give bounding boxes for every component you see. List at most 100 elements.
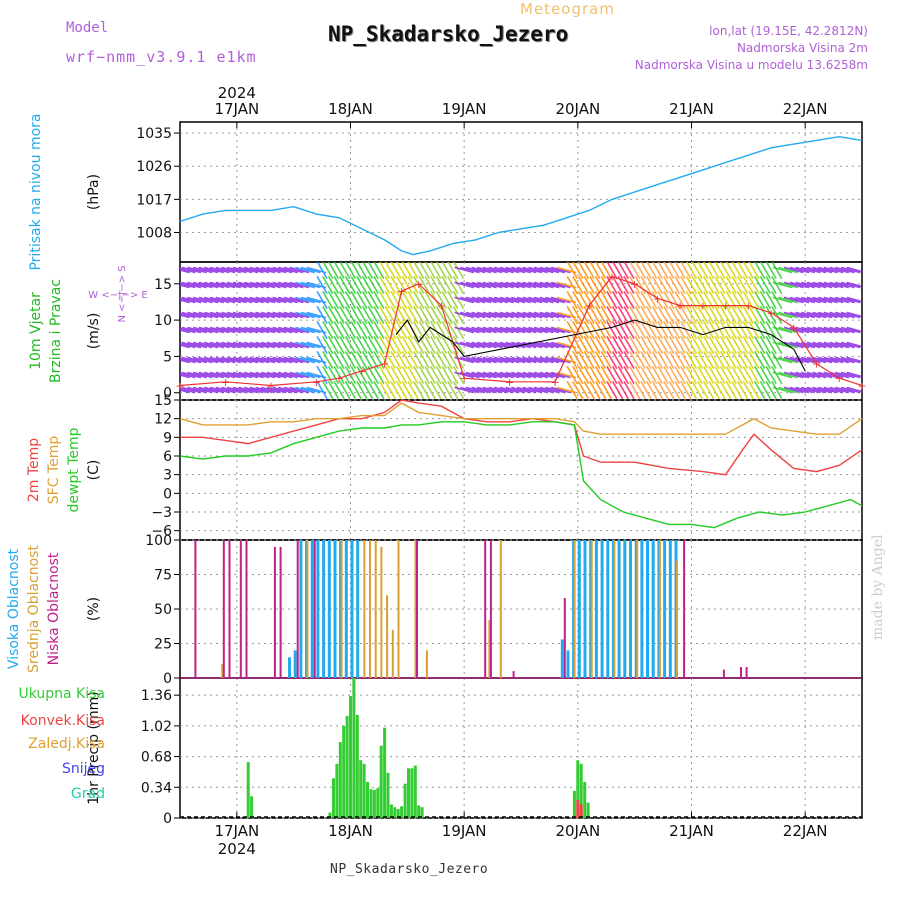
wind-barb bbox=[702, 350, 715, 370]
wind-barb bbox=[528, 296, 548, 304]
total-precip-bar bbox=[338, 742, 342, 818]
wind-barb bbox=[283, 326, 304, 334]
wind-barb bbox=[835, 281, 855, 289]
wind-barb bbox=[657, 365, 669, 385]
total-precip-bar bbox=[352, 678, 356, 818]
wind-barb bbox=[435, 305, 448, 325]
wind-barb bbox=[476, 326, 497, 334]
wind-barb bbox=[505, 311, 526, 319]
total-precip-bar bbox=[420, 807, 424, 818]
wind-barb bbox=[714, 365, 726, 385]
low-cloud-bar bbox=[563, 598, 566, 678]
bottom-day-label: 21JAN bbox=[669, 822, 714, 840]
wind-barb bbox=[356, 275, 368, 295]
wind-barb bbox=[748, 290, 760, 310]
wind-barb bbox=[511, 386, 531, 394]
wind-barb bbox=[361, 350, 374, 370]
wind-barb bbox=[674, 320, 686, 340]
wind-barb bbox=[367, 380, 379, 400]
wind-barb bbox=[316, 262, 328, 280]
wind-barb bbox=[373, 290, 385, 310]
wind-barb bbox=[789, 266, 810, 274]
wind-barb bbox=[378, 290, 391, 310]
wind-barb bbox=[771, 320, 783, 340]
wind-barb bbox=[674, 350, 686, 370]
wind-barb bbox=[187, 296, 207, 304]
wind-barb bbox=[378, 365, 391, 385]
sfc-temp-side-label: SFC Temp bbox=[46, 436, 62, 505]
wind-barb bbox=[459, 386, 480, 394]
y-tick-label: 50 bbox=[154, 602, 172, 618]
bottom-day-label: 19JAN bbox=[442, 822, 487, 840]
wind-barb bbox=[829, 311, 850, 319]
total-precip-bar bbox=[349, 696, 352, 818]
wind-barb bbox=[209, 311, 230, 319]
wind-barb bbox=[835, 311, 855, 319]
wind-barb bbox=[742, 335, 754, 355]
wind-barb bbox=[668, 305, 681, 325]
gust-marker: + bbox=[607, 271, 616, 284]
wind-barb bbox=[243, 266, 264, 274]
wind-barb bbox=[452, 262, 465, 280]
wind-barb bbox=[550, 266, 571, 274]
wind-barb bbox=[691, 262, 703, 280]
wind-barb bbox=[714, 305, 726, 325]
wind-barb bbox=[390, 350, 402, 370]
wind-barb bbox=[742, 380, 754, 400]
wind-barb bbox=[516, 341, 537, 349]
wind-barb bbox=[800, 311, 821, 319]
wind-barb bbox=[499, 356, 520, 364]
wind-barb bbox=[594, 305, 607, 325]
wind-barb bbox=[789, 311, 810, 319]
wind-barb bbox=[180, 312, 196, 319]
wind-barb bbox=[702, 380, 715, 400]
total-precip-bar bbox=[328, 812, 332, 818]
wind-barb bbox=[840, 371, 861, 379]
wind-barb bbox=[533, 281, 554, 289]
wind-barb bbox=[488, 371, 509, 379]
wind-barb bbox=[356, 380, 368, 400]
wind-barb bbox=[180, 359, 190, 364]
gust-marker: + bbox=[789, 321, 798, 334]
high-cloud-bar bbox=[577, 540, 581, 678]
wind-barb bbox=[522, 296, 543, 304]
total-precip-bar bbox=[417, 805, 421, 818]
wind-barb bbox=[452, 320, 465, 340]
wind-barb bbox=[221, 386, 242, 394]
wind-barb bbox=[812, 326, 833, 334]
low-cloud-bar bbox=[740, 667, 742, 678]
wind-barb bbox=[719, 380, 732, 400]
wind-barb bbox=[295, 296, 315, 304]
wind-barb bbox=[344, 290, 357, 310]
wind-barb bbox=[356, 290, 368, 310]
wind-barb-field bbox=[180, 262, 862, 400]
wind-barb bbox=[835, 341, 855, 349]
total-precip-bar bbox=[372, 790, 376, 818]
wind-barb bbox=[583, 365, 595, 385]
wind-barb bbox=[725, 275, 737, 295]
mid-cloud-bar bbox=[391, 629, 394, 678]
wind-barb bbox=[533, 296, 554, 304]
wind-barb bbox=[594, 350, 607, 370]
mid-cloud-side-label: Srednja Oblacnost bbox=[26, 545, 42, 673]
wind-barb bbox=[737, 275, 749, 295]
pressure-side-label: Pritisak na nivou mora bbox=[28, 113, 44, 270]
wind-barb bbox=[243, 386, 264, 394]
wind-barb bbox=[680, 320, 692, 340]
wind-barb bbox=[778, 311, 799, 319]
wind-barb bbox=[232, 281, 253, 289]
top-day-label: 20JAN bbox=[555, 100, 600, 118]
wind-barb bbox=[413, 380, 425, 400]
wind-barb bbox=[719, 320, 732, 340]
mid-cloud-bar bbox=[306, 540, 309, 678]
wind-barb bbox=[367, 320, 379, 340]
wind-barb bbox=[823, 326, 844, 334]
wind-barb bbox=[829, 371, 850, 379]
wind-barb bbox=[465, 266, 486, 274]
wind-barb bbox=[322, 320, 334, 340]
wind-barb bbox=[401, 365, 413, 385]
y-axis-label: (C) bbox=[86, 460, 102, 481]
wind-barb bbox=[783, 296, 804, 304]
gust-marker: + bbox=[380, 358, 389, 371]
wind-barb bbox=[528, 281, 548, 289]
